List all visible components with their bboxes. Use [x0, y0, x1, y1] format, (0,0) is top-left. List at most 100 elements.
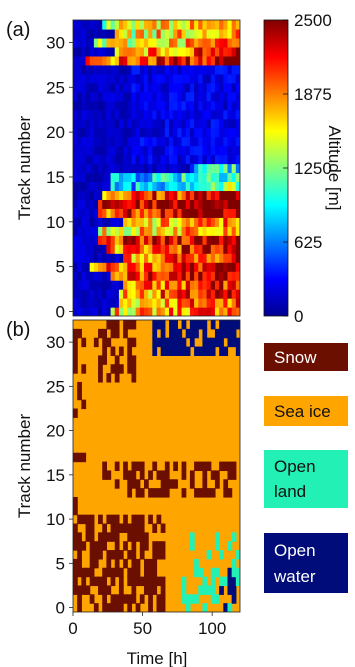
heatmap-cell [156, 172, 162, 183]
heatmap-cell [85, 244, 91, 254]
heatmap-cell [114, 226, 120, 236]
heatmap-cell [148, 190, 153, 200]
heatmap-cell [189, 253, 195, 263]
heatmap-cell [202, 100, 208, 111]
heatmap-cell [173, 55, 178, 66]
heatmap-cell [143, 190, 149, 200]
heatmap-cell [173, 253, 178, 263]
surface-cell [102, 337, 107, 348]
heatmap-cell [131, 253, 137, 263]
heatmap-cell [164, 190, 170, 200]
heatmap-cell [81, 226, 87, 236]
heatmap-cell [156, 28, 162, 39]
heatmap-cell [206, 307, 212, 316]
surface-cell [169, 328, 174, 339]
heatmap-cell [93, 163, 99, 174]
heatmap-cell [98, 20, 103, 30]
surface-cell [127, 550, 133, 560]
surface-cell [106, 514, 112, 525]
heatmap-cell [81, 190, 87, 200]
heatmap-cell [102, 64, 107, 75]
heatmap-cell [106, 46, 112, 57]
heatmap-cell [206, 82, 212, 93]
heatmap-cell [198, 298, 204, 308]
heatmap-cell [214, 262, 220, 272]
y-tick-label: 10 [46, 213, 65, 232]
heatmap-cell [202, 154, 208, 165]
surface-cell [152, 541, 158, 551]
heatmap-cell [235, 20, 240, 30]
heatmap-cell [160, 307, 166, 316]
heatmap-cell [164, 199, 170, 209]
heatmap-cell [135, 253, 141, 263]
surface-cell [93, 541, 99, 551]
heatmap-cell [135, 163, 141, 174]
surface-cell [206, 585, 212, 595]
heatmap-cell [198, 91, 204, 102]
surface-cell [206, 461, 212, 472]
heatmap-cell [114, 145, 120, 156]
surface-cell [235, 346, 240, 356]
heatmap-cell [177, 289, 183, 299]
heatmap-cell [148, 208, 153, 218]
surface-cell [231, 532, 237, 542]
heatmap-cell [73, 226, 78, 236]
surface-cell [135, 488, 141, 498]
heatmap-cell [223, 154, 229, 165]
heatmap-cell [210, 181, 216, 192]
heatmap-cell [223, 82, 229, 93]
surface-cell [181, 470, 187, 480]
heatmap-cell [235, 46, 240, 57]
heatmap-cell [143, 235, 149, 245]
heatmap-cell [169, 253, 174, 263]
heatmap-cell [106, 136, 112, 147]
heatmap-cell [93, 136, 99, 147]
heatmap-cell [102, 271, 107, 281]
heatmap-cell [181, 28, 187, 39]
heatmap-cell [73, 100, 78, 111]
heatmap-cell [98, 64, 103, 75]
surface-cell [214, 567, 220, 578]
heatmap-cell [110, 46, 116, 57]
heatmap-cell [85, 298, 91, 308]
heatmap-cell [89, 136, 95, 147]
heatmap-cell [210, 145, 216, 156]
heatmap-cell [143, 253, 149, 263]
heatmap-cell [227, 73, 233, 84]
heatmap-cell [131, 145, 137, 156]
surface-cell [223, 328, 229, 339]
heatmap-cell [227, 127, 233, 138]
heatmap-cell [77, 271, 82, 281]
heatmap-cell [143, 163, 149, 174]
heatmap-cell [219, 100, 224, 111]
heatmap-cell [81, 181, 87, 192]
heatmap-cell [194, 298, 199, 308]
heatmap-cell [181, 253, 187, 263]
heatmap-cell [152, 181, 158, 192]
heatmap-cell [139, 298, 145, 308]
heatmap-cell [160, 226, 166, 236]
surface-cell [139, 594, 145, 604]
surface-cell [152, 320, 158, 330]
heatmap-cell [148, 244, 153, 254]
heatmap-cell [106, 289, 112, 299]
altitude-heatmap [73, 20, 240, 316]
heatmap-cell [164, 118, 170, 129]
heatmap-cell [219, 118, 224, 129]
heatmap-cell [214, 37, 220, 48]
heatmap-cell [139, 289, 145, 299]
heatmap-cell [93, 145, 99, 156]
heatmap-cell [77, 91, 82, 102]
surface-cell [123, 320, 128, 330]
surface-cell [73, 541, 78, 551]
heatmap-cell [206, 280, 212, 290]
heatmap-cell [73, 82, 78, 93]
heatmap-cell [114, 181, 120, 192]
heatmap-cell [202, 289, 208, 299]
heatmap-cell [227, 145, 233, 156]
heatmap-cell [152, 91, 158, 102]
heatmap-cell [81, 172, 87, 183]
surface-cell [89, 532, 95, 542]
heatmap-cell [231, 244, 237, 254]
heatmap-cell [160, 298, 166, 308]
